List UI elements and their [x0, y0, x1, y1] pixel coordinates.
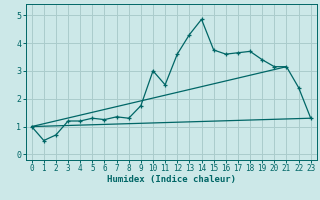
X-axis label: Humidex (Indice chaleur): Humidex (Indice chaleur) — [107, 175, 236, 184]
